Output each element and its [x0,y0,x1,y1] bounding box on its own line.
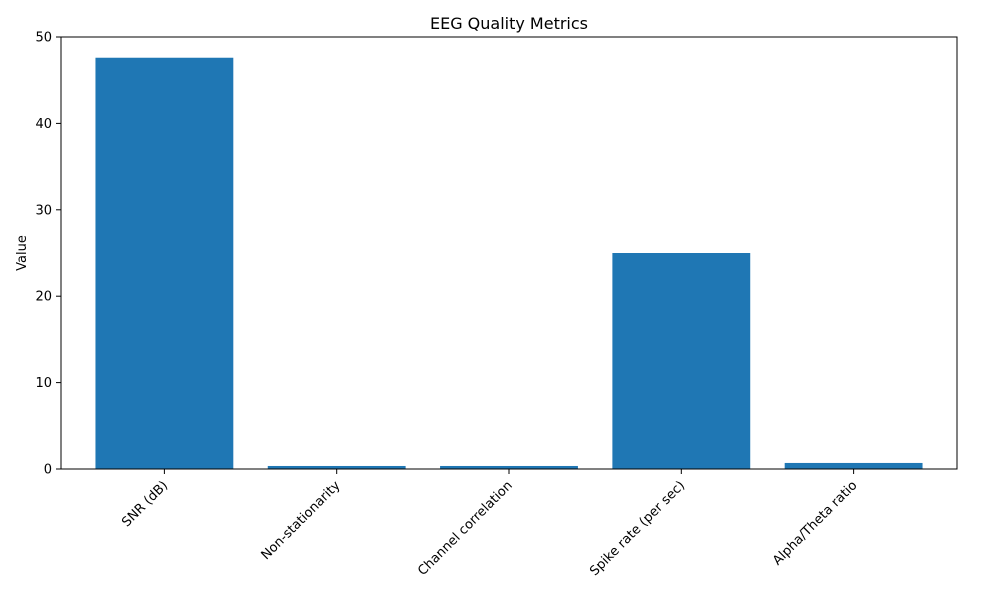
plot-frame [60,36,958,470]
y-tick-label: 10 [35,376,52,391]
y-tick-label: 20 [35,290,52,305]
bar-4 [784,462,923,469]
y-tick-label: 0 [44,463,52,478]
y-axis-ticks: 0 10 20 30 40 50 [35,31,61,478]
x-tick-label: Non-stationarity [259,478,344,563]
chart-title: EEG Quality Metrics [430,14,588,33]
bar-2 [440,465,578,469]
bars-group [95,57,923,470]
x-tick-label: Spike rate (per sec) [587,478,688,579]
y-axis-label: Value [15,235,30,271]
x-tick-label: Channel correlation [415,478,516,579]
x-axis-ticks: SNR (dB) Non-stationarity Channel correlat… [119,469,860,579]
y-tick-label: 50 [35,31,52,46]
bar-3 [612,253,751,469]
y-tick-label: 40 [35,117,52,132]
bar-1 [267,465,406,469]
x-tick-label: Alpha/Theta ratio [770,478,860,568]
y-tick-label: 30 [35,203,52,218]
bar-0 [95,57,234,470]
x-tick-label: SNR (dB) [119,478,171,530]
